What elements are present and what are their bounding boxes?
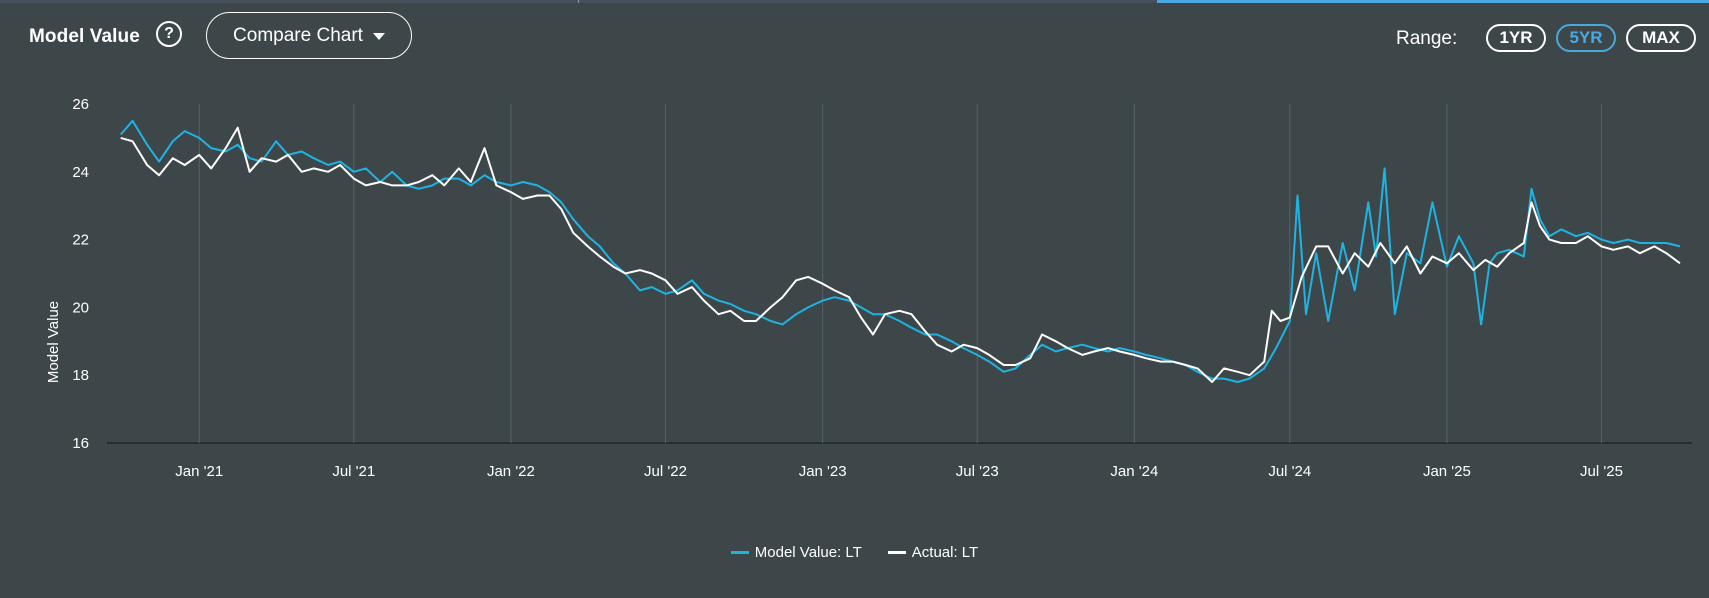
series-line-actual <box>120 126 1681 383</box>
legend-item-actual[interactable]: Actual: LT <box>887 544 979 561</box>
compare-chart-label: Compare Chart <box>233 24 363 46</box>
x-tick-label: Jan '24 <box>1110 463 1158 480</box>
legend-swatch-model <box>730 551 749 554</box>
legend-item-model[interactable]: Model Value: LT <box>730 544 862 561</box>
y-tick-label: 24 <box>72 164 89 181</box>
x-tick-label: Jul '22 <box>644 463 687 480</box>
range-label: Range: <box>1396 28 1458 49</box>
y-tick-label: 20 <box>72 299 89 316</box>
x-tick-label: Jan '22 <box>487 463 535 480</box>
legend-label-model: Model Value: LT <box>754 544 862 561</box>
chart-series <box>119 119 1681 383</box>
x-axis: Jan '21 Jul '21 Jan '22 Jul '22 Jan '23 Jul '… <box>175 463 1623 480</box>
accent-active-segment <box>1157 0 1709 3</box>
chart-grid <box>107 104 1692 444</box>
y-axis: 16 18 20 22 24 26 <box>72 96 89 452</box>
range-max-button[interactable]: MAX <box>1626 24 1696 52</box>
page-title: Model Value <box>29 26 140 47</box>
chart-legend: Model Value: LT Actual: LT <box>0 544 1709 561</box>
x-tick-label: Jan '21 <box>175 463 223 480</box>
x-tick-label: Jan '25 <box>1423 463 1471 480</box>
x-tick-label: Jul '21 <box>332 463 375 480</box>
x-tick-label: Jan '23 <box>799 463 847 480</box>
range-5yr-button[interactable]: 5YR <box>1556 24 1616 52</box>
range-1yr-button[interactable]: 1YR <box>1486 24 1546 52</box>
question-circle-icon[interactable]: ? <box>156 21 182 47</box>
y-tick-label: 26 <box>72 96 89 113</box>
x-tick-label: Jul '24 <box>1268 463 1311 480</box>
series-line-model-value <box>119 119 1681 383</box>
chart-header: Model Value ? Compare Chart Range: 1YR 5… <box>0 12 1709 62</box>
model-value-chart: 16 18 20 22 24 26 Jan '21 Jul '21 Jan '22 Jul '2… <box>45 96 1692 480</box>
accent-separator <box>578 0 579 3</box>
y-tick-label: 18 <box>72 367 89 384</box>
legend-swatch-actual <box>887 551 906 554</box>
x-tick-label: Jul '23 <box>956 463 999 480</box>
compare-chart-button[interactable]: Compare Chart <box>206 12 412 59</box>
caret-down-icon <box>372 33 385 40</box>
x-tick-label: Jul '25 <box>1580 463 1623 480</box>
top-accent-bar <box>0 0 1709 3</box>
y-axis-title: Model Value <box>45 301 62 383</box>
legend-label-actual: Actual: LT <box>911 544 979 561</box>
y-tick-label: 22 <box>72 232 89 249</box>
y-tick-label: 16 <box>72 435 89 452</box>
